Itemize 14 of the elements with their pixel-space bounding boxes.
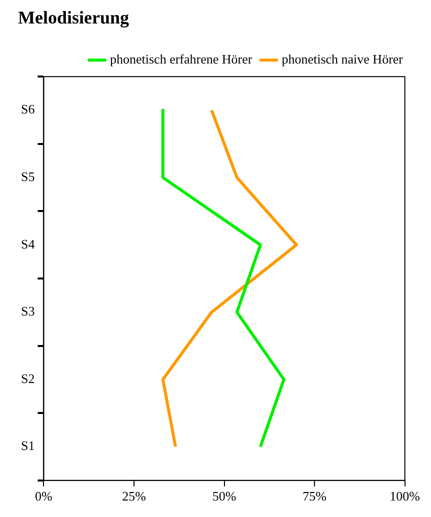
- x-tick-label: 0%: [35, 488, 53, 504]
- y-tick-label: S6: [20, 102, 36, 117]
- y-tick-label: S1: [20, 438, 35, 454]
- x-tick-label: 100%: [390, 488, 420, 504]
- x-tick-label: 50%: [212, 488, 236, 504]
- x-tick-label: 75%: [302, 488, 327, 504]
- y-tick-label: S3: [20, 304, 35, 319]
- y-tick-label: S5: [20, 168, 35, 184]
- y-tick-label: S2: [20, 370, 35, 386]
- chart-title: Melodisierung: [18, 7, 129, 28]
- legend-label: phonetisch naive Hörer: [282, 52, 404, 67]
- x-tick-label: 25%: [122, 488, 146, 504]
- y-tick-label: S4: [20, 236, 36, 252]
- legend-label: phonetisch erfahrene Hörer: [110, 52, 253, 67]
